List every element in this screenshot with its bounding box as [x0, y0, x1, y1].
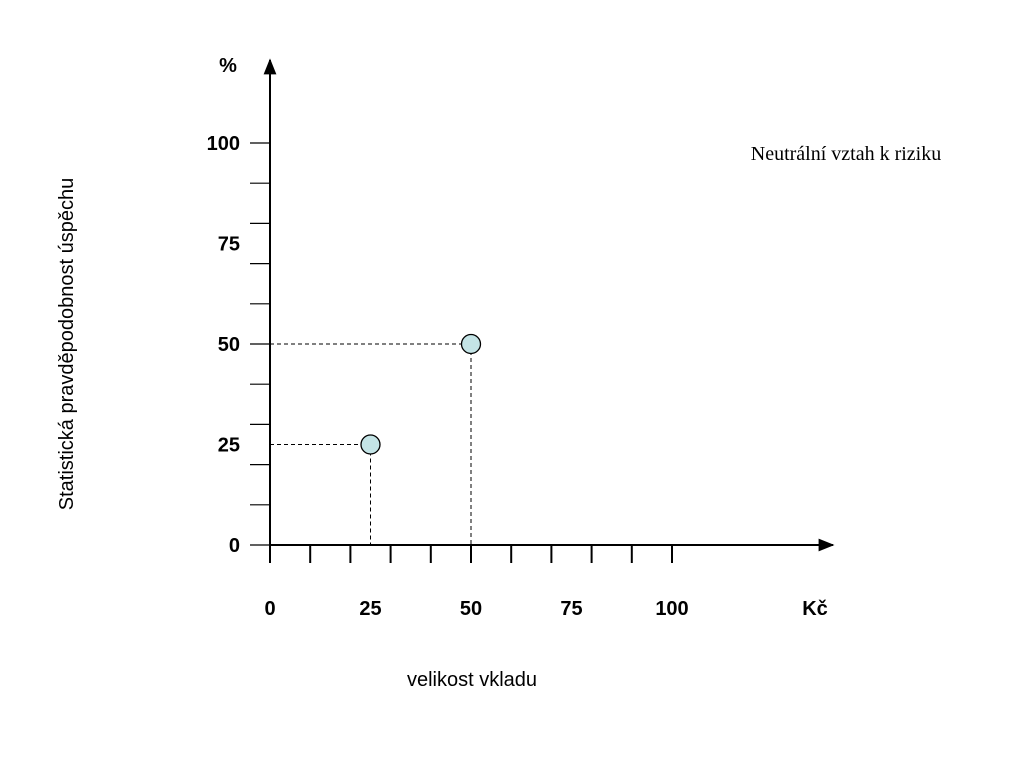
x-tick-label: 100: [655, 598, 688, 620]
data-point: [460, 333, 482, 355]
y-unit-label: %: [219, 55, 237, 77]
y-tick-label: 100: [207, 133, 240, 155]
x-tick-label: 25: [359, 598, 381, 620]
x-axis-title: velikost vkladu: [407, 669, 537, 691]
x-unit-label: Kč: [802, 598, 828, 620]
x-tick-label: 50: [460, 598, 482, 620]
y-axis-title: Statistická pravděpodobnost úspěchu: [56, 178, 78, 510]
y-tick-label: 50: [218, 334, 240, 356]
y-tick-label: 75: [218, 234, 240, 256]
guide-lines: [270, 343, 472, 545]
y-tick-label: 25: [218, 435, 240, 457]
chart-annotation: Neutrální vztah k riziku: [751, 143, 942, 165]
data-points: [360, 333, 482, 455]
axes: [263, 58, 835, 552]
x-tick-label: 0: [264, 598, 275, 620]
data-point: [360, 434, 381, 455]
y-tick-label: 0: [229, 535, 240, 557]
labels: % Kč velikost vkladu Statistická pravděp…: [56, 55, 941, 691]
ticks: [250, 142, 673, 563]
x-tick-label: 75: [560, 598, 582, 620]
